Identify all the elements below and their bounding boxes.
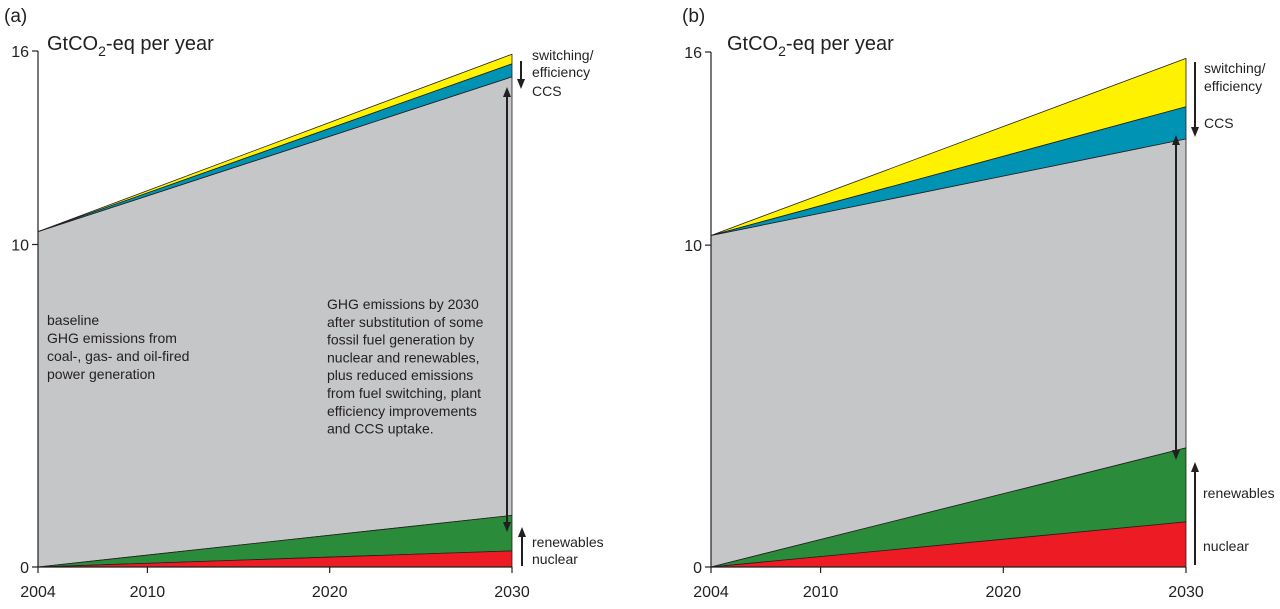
unit-label-b-part1: GtCO <box>727 33 778 55</box>
x-tick-label-b-2010: 2010 <box>803 584 839 601</box>
unit-label-a: GtCO2-eq per year <box>47 33 214 59</box>
y-tick-label-b-0: 0 <box>693 560 702 577</box>
x-tick-label-a-2020: 2020 <box>312 584 348 601</box>
switching-label-b-line-2: efficiency <box>1204 78 1262 94</box>
unit-label-a-part2: -eq per year <box>106 33 214 55</box>
baseline-note-line-4: power generation <box>47 366 155 382</box>
x-tick-label-a-2030: 2030 <box>494 584 530 601</box>
unit-label-a-sub: 2 <box>98 43 106 59</box>
baseline-note-a: baseline GHG emissions from coal-, gas- … <box>47 312 193 382</box>
x-tick-label-a-2010: 2010 <box>130 584 166 601</box>
renewables-label-b: renewables <box>1203 485 1275 501</box>
x-tick-label-a-2004: 2004 <box>20 584 56 601</box>
areas-b <box>710 58 1187 568</box>
switching-label-a-line-2: efficiency <box>532 64 590 80</box>
y-tick-label-b-16: 16 <box>684 45 702 62</box>
baseline-note-line-1: baseline <box>47 312 99 328</box>
chart-panel-a: (a) 0 10 16 2004 2010 2020 2030 GtCO2-eq per y… <box>4 6 604 601</box>
ccs-label-b: CCS <box>1204 115 1234 131</box>
baseline-note-line-2: GHG emissions from <box>47 330 177 346</box>
ccs-label-a: CCS <box>532 83 562 99</box>
switching-label-a-line-1: switching/ <box>532 47 594 63</box>
y-tick-label-a-0: 0 <box>20 560 29 577</box>
area-ccs-a <box>37 63 513 233</box>
unit-label-a-part1: GtCO <box>47 33 98 55</box>
after-note-line-8: and CCS uptake. <box>327 421 434 437</box>
after-note-line-4: nuclear and renewables, <box>327 349 480 365</box>
panel-label-b: (b) <box>682 6 705 27</box>
x-tick-label-b-2020: 2020 <box>986 584 1022 601</box>
after-note-line-6: from fuel switching, plant <box>327 385 481 401</box>
after-note-line-7: efficiency improvements <box>327 403 477 419</box>
ticks-b: 0 10 16 2004 2010 2020 2030 <box>684 45 1204 601</box>
y-tick-label-a-10: 10 <box>11 238 29 255</box>
ticks-a: 0 10 16 2004 2010 2020 2030 <box>11 44 530 601</box>
switching-label-a: switching/ efficiency <box>532 47 597 80</box>
unit-label-b: GtCO2-eq per year <box>727 33 894 59</box>
unit-label-b-part2: -eq per year <box>786 33 894 55</box>
renewables-label-a: renewables <box>532 534 604 550</box>
switching-label-b-line-1: switching/ <box>1204 60 1266 76</box>
y-tick-label-b-10: 10 <box>684 238 702 255</box>
unit-label-b-sub: 2 <box>778 43 786 59</box>
baseline-note-line-3: coal-, gas- and oil-fired <box>47 348 189 364</box>
after-note-a: GHG emissions by 2030 after substitution… <box>327 296 487 437</box>
areas-a <box>37 53 513 568</box>
after-note-line-3: fossil fuel generation by <box>327 332 474 348</box>
nuclear-label-a: nuclear <box>532 551 578 567</box>
x-tick-label-b-2004: 2004 <box>693 584 729 601</box>
y-tick-label-a-16: 16 <box>11 44 29 61</box>
after-note-line-1: GHG emissions by 2030 <box>327 296 479 312</box>
nuclear-label-b: nuclear <box>1203 538 1249 554</box>
after-note-line-2: after substitution of some <box>327 314 484 330</box>
x-tick-label-b-2030: 2030 <box>1168 584 1204 601</box>
chart-panel-b: (b) 0 10 16 2004 2010 2020 2030 GtCO2-eq per y… <box>682 6 1275 601</box>
panel-label-a: (a) <box>4 6 27 27</box>
area-ccs-b <box>710 106 1187 236</box>
after-note-line-5: plus reduced emissions <box>327 367 473 383</box>
switching-label-b: switching/ efficiency <box>1204 60 1269 94</box>
